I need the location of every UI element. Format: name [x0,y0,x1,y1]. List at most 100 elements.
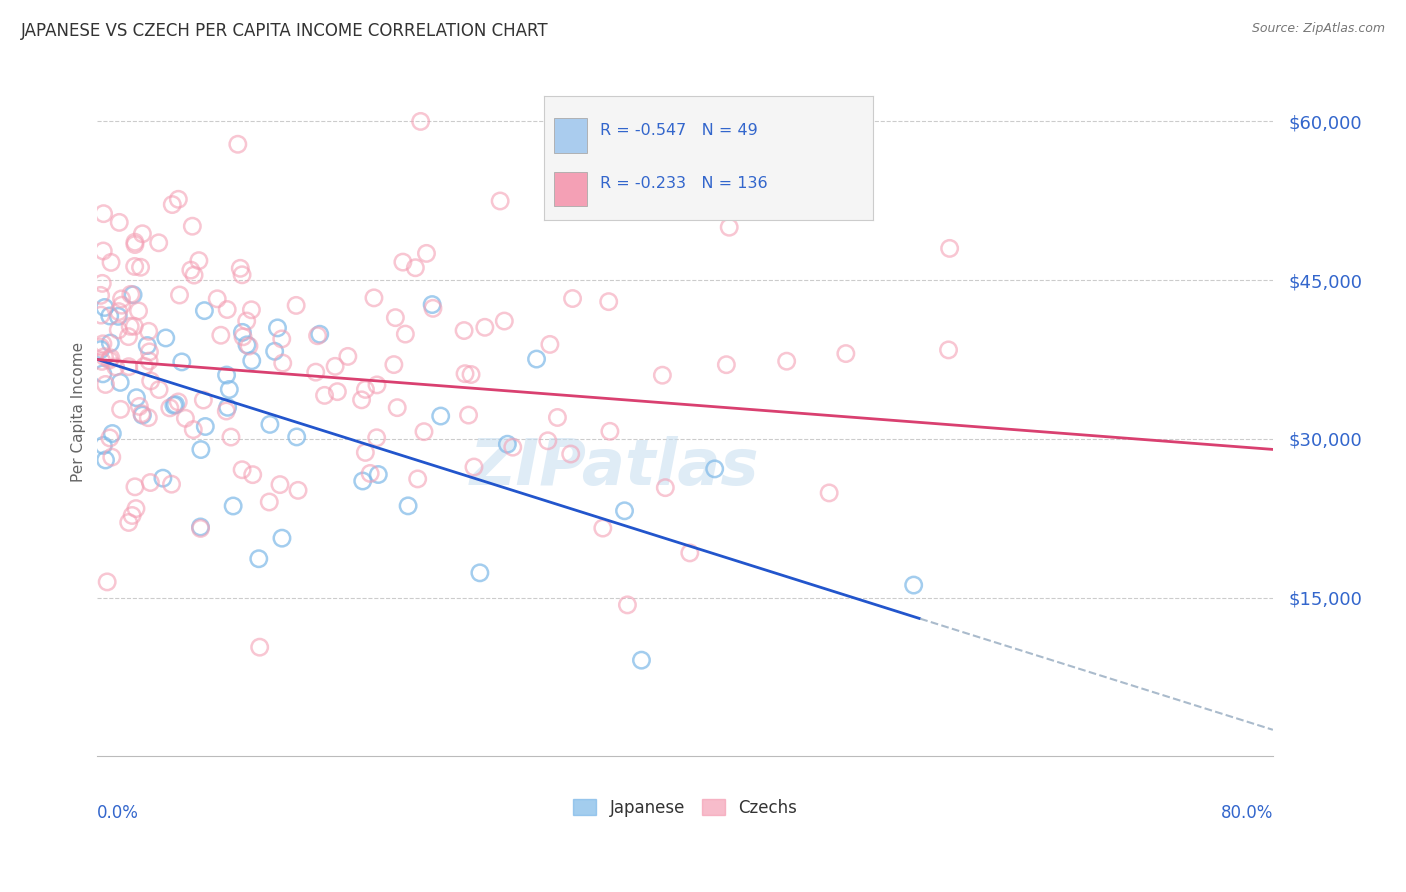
Point [270,332,292,346]
Point [406,472,429,486]
Point [169,288,191,302]
Point [190,442,212,457]
Point [124,235,146,250]
Point [238,339,260,353]
Point [128,400,150,414]
Point [98,353,121,368]
Point [463,460,485,475]
Point [121,508,143,523]
Point [165,398,187,412]
Point [494,314,516,328]
Point [217,302,239,317]
Point [468,566,491,580]
Point [128,304,150,318]
Point [136,410,159,425]
Point [818,486,841,500]
Point [215,404,238,418]
Point [382,358,405,372]
Point [193,303,215,318]
Point [630,653,652,667]
Point [170,355,193,369]
Point [240,302,263,317]
Point [285,430,308,444]
Point [352,474,374,488]
Point [181,423,204,437]
Text: 0.0%: 0.0% [97,805,139,822]
Point [159,401,181,415]
Point [394,327,416,342]
Point [226,137,249,152]
Point [703,462,725,476]
Point [104,359,127,374]
Text: Source: ZipAtlas.com: Source: ZipAtlas.com [1251,22,1385,36]
Point [94,453,117,467]
Point [180,263,202,277]
Point [489,194,512,208]
Point [138,344,160,359]
Point [336,350,359,364]
Point [236,338,259,352]
Point [413,425,436,439]
Point [107,310,129,324]
Point [163,398,186,412]
Point [194,419,217,434]
Point [287,483,309,498]
Point [354,383,377,397]
Point [392,255,415,269]
Point [308,327,330,342]
Point [101,426,124,441]
Point [314,388,336,402]
Point [152,471,174,485]
Point [240,353,263,368]
Point [903,578,925,592]
Point [367,467,389,482]
Point [107,304,129,318]
Point [231,326,253,340]
Point [326,384,349,399]
Point [229,261,252,276]
Point [598,294,620,309]
Point [90,308,112,322]
Point [209,328,232,343]
Point [654,481,676,495]
Point [359,467,381,481]
Point [98,309,121,323]
Point [124,237,146,252]
Point [218,383,240,397]
Point [120,319,142,334]
Point [366,431,388,445]
Point [231,463,253,477]
Point [167,395,190,409]
Point [232,330,254,344]
Point [190,521,212,535]
Point [404,260,426,275]
Point [183,268,205,282]
Legend: Japanese, Czechs: Japanese, Czechs [567,792,804,823]
Point [90,288,112,302]
Point [167,192,190,206]
Point [217,401,239,415]
Point [101,450,124,464]
Point [136,338,159,352]
Text: ZIPatlas: ZIPatlas [470,436,759,499]
Point [429,409,451,423]
Point [387,401,409,415]
Point [110,402,132,417]
Point [98,431,121,445]
Point [384,310,406,325]
Point [219,430,242,444]
Point [266,321,288,335]
Point [259,417,281,432]
Point [91,336,114,351]
Point [716,358,738,372]
Point [139,475,162,490]
Point [131,227,153,241]
Point [247,551,270,566]
Point [502,440,524,454]
Point [249,640,271,655]
Point [235,314,257,328]
Point [207,292,229,306]
Point [91,244,114,258]
Point [100,336,122,351]
Point [415,246,437,260]
